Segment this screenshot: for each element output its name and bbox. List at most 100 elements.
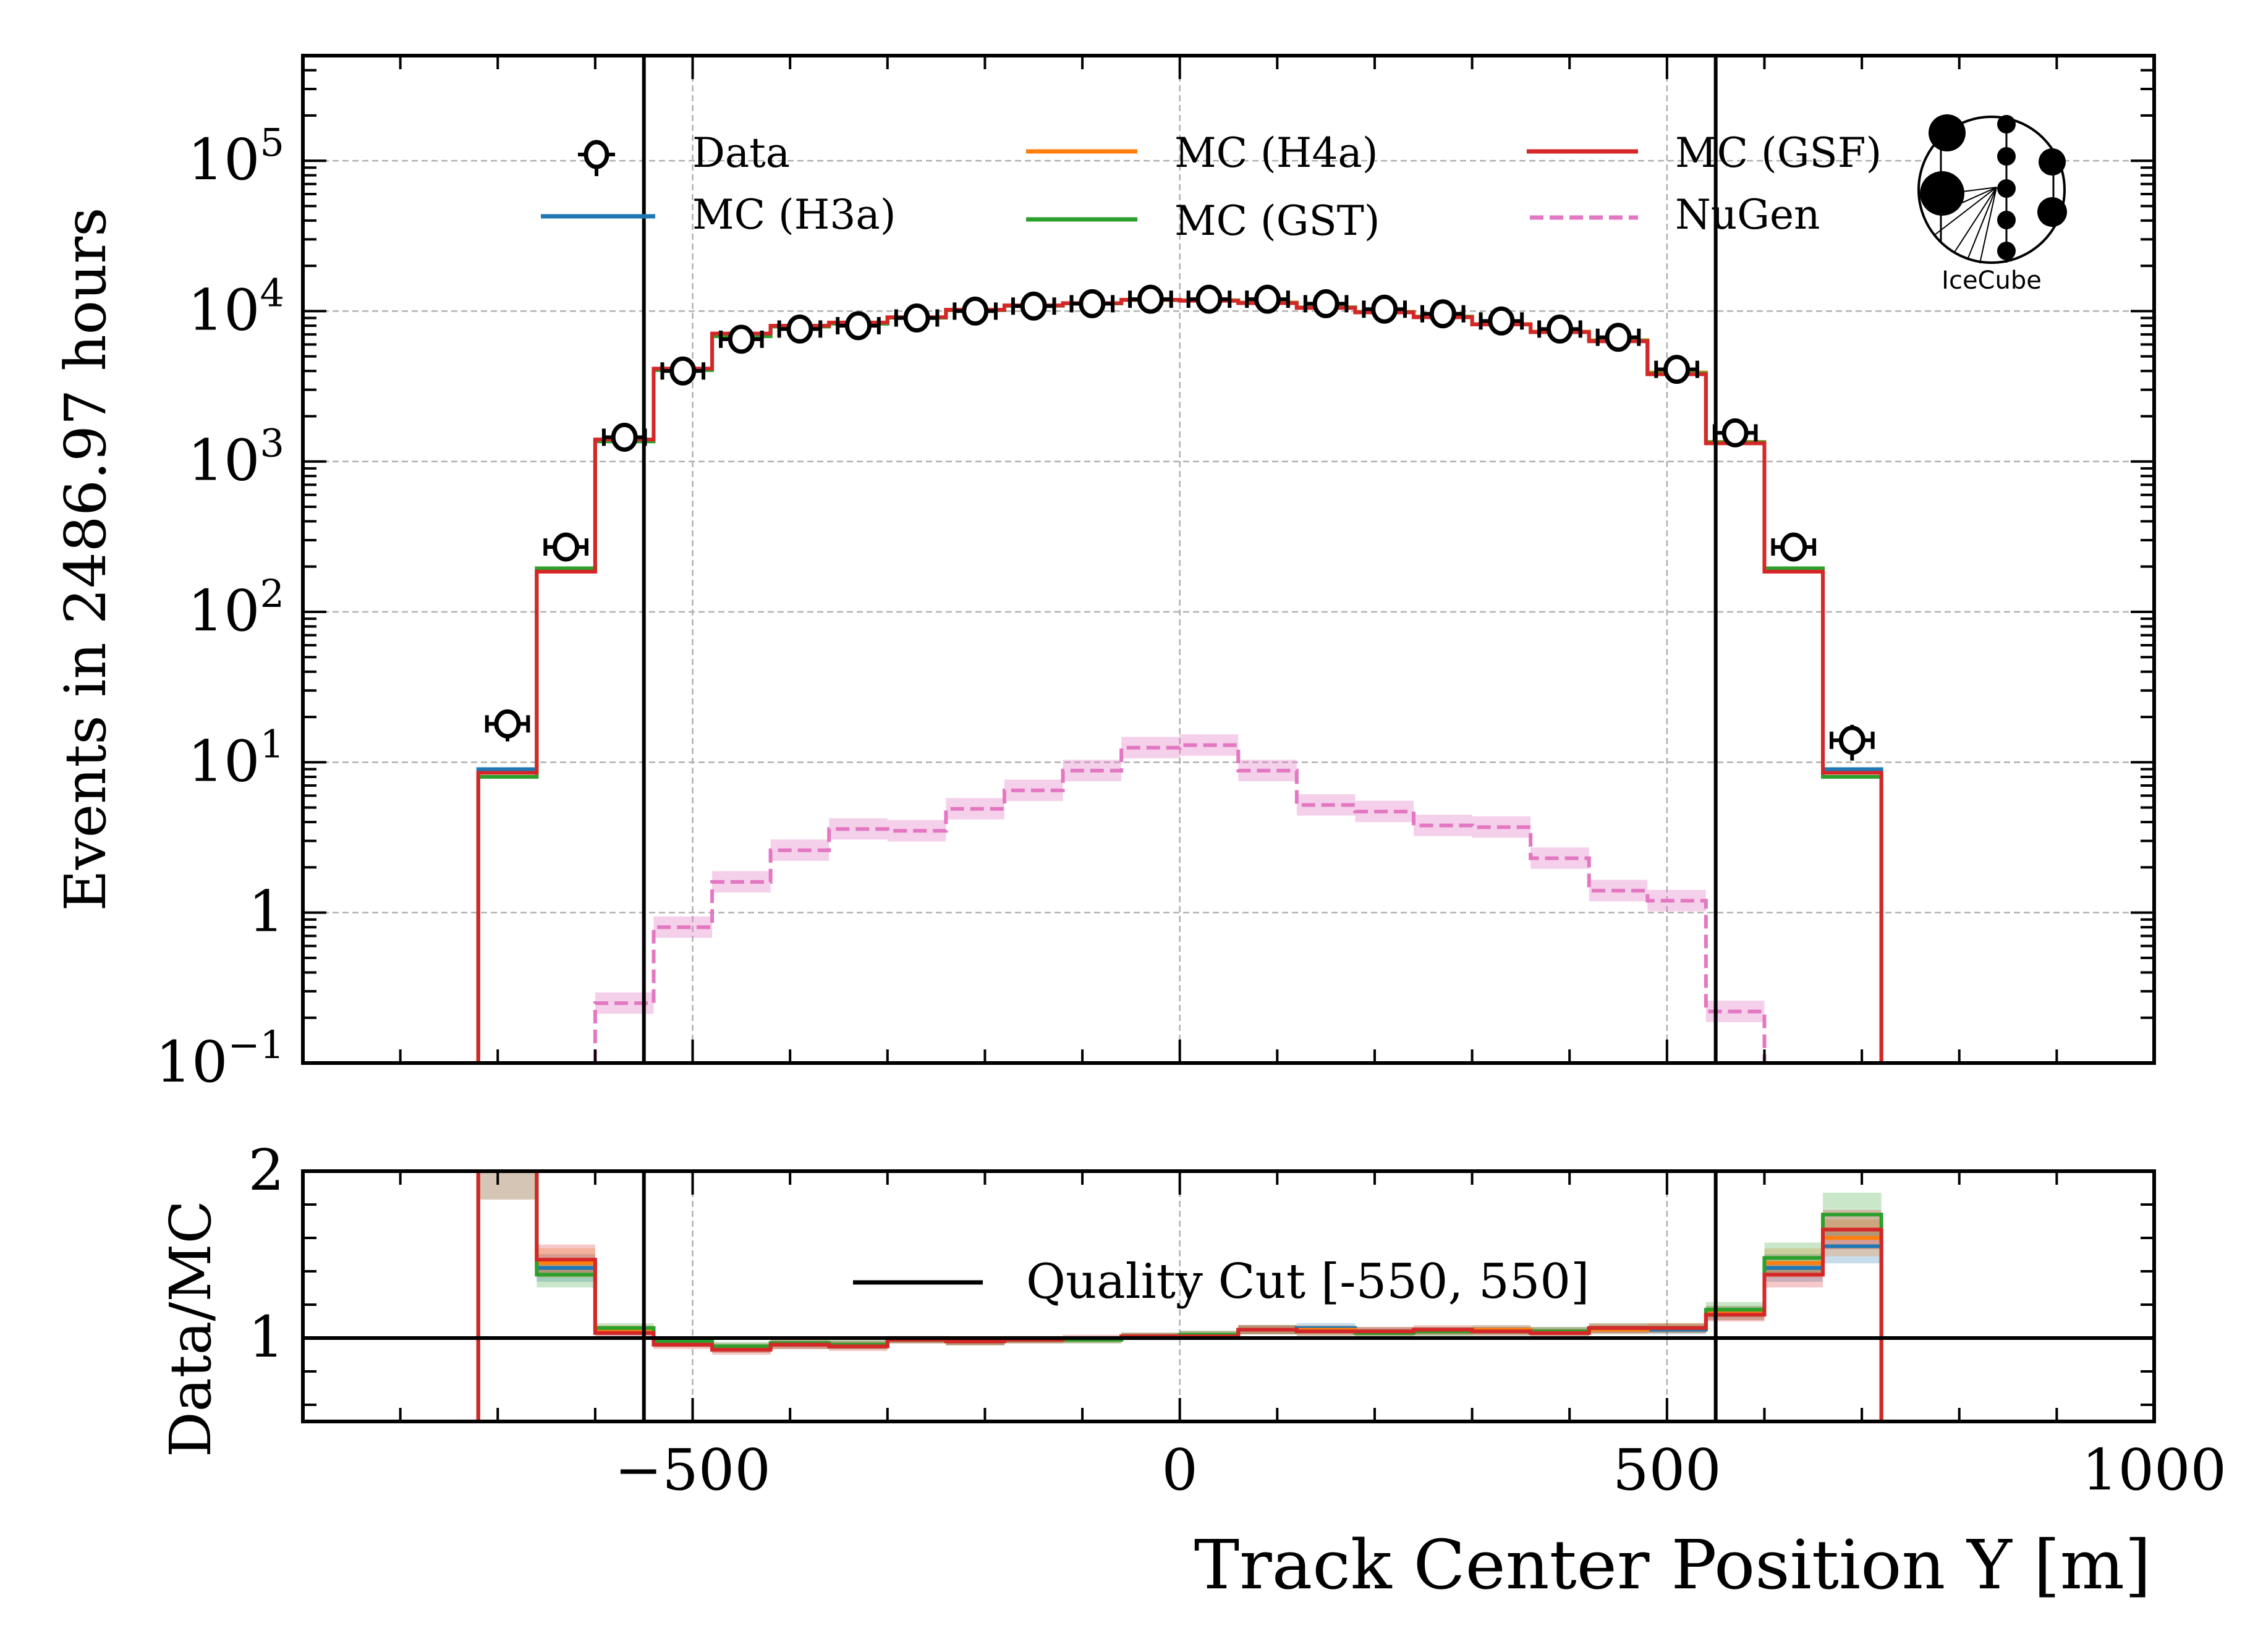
data-marker xyxy=(1663,355,1691,384)
x-tick-label: 1000 xyxy=(2082,1437,2226,1503)
data-point xyxy=(485,709,530,742)
data-marker xyxy=(1020,291,1047,321)
ratio-legend: Quality Cut [-550, 550] xyxy=(853,1254,1589,1310)
data-point xyxy=(1303,289,1349,318)
data-marker xyxy=(1721,418,1749,447)
ticks xyxy=(303,54,2155,1421)
data-point xyxy=(543,532,588,562)
legend-label-h4a: MC (H4a) xyxy=(1174,129,1378,177)
legend-entry-nugen: NuGen xyxy=(1530,191,1820,239)
data-marker xyxy=(1488,306,1515,336)
legend-label-gst: MC (GST) xyxy=(1174,197,1380,245)
data-point xyxy=(1362,294,1407,324)
logo-dom xyxy=(1997,115,2016,133)
legend-data-marker xyxy=(584,140,609,169)
data-marker xyxy=(1838,726,1865,755)
data-marker xyxy=(553,532,580,562)
x-axis-label: Track Center Position Y [m] xyxy=(1194,1525,2151,1604)
legend-label-nugen: NuGen xyxy=(1675,191,1820,239)
data-marker xyxy=(669,356,697,386)
data-marker xyxy=(903,303,930,333)
data-point xyxy=(836,311,881,341)
legend-entry-gst: MC (GST) xyxy=(1026,197,1380,245)
legend-entry-h3a: MC (H3a) xyxy=(541,191,896,239)
data-point xyxy=(1537,314,1582,344)
logo-dom xyxy=(1920,171,1964,216)
data-point xyxy=(719,324,764,354)
logo-dom xyxy=(2039,148,2066,176)
data-marker xyxy=(611,422,638,452)
nugen-band-bin xyxy=(1647,889,1706,912)
data-marker xyxy=(1195,284,1223,314)
logo-dom xyxy=(1997,211,2016,229)
data-marker xyxy=(845,311,872,341)
data-point xyxy=(1128,284,1173,314)
legend-entry-data: Data xyxy=(578,129,790,177)
y-tick-label: 102 xyxy=(187,571,284,644)
y-tick-label: 101 xyxy=(187,721,284,794)
logo-text: IceCube xyxy=(1942,266,2042,295)
data-marker xyxy=(1780,532,1807,562)
quality-cut-lines xyxy=(642,56,1718,1421)
data-marker xyxy=(1546,314,1573,344)
main-gridlines xyxy=(303,56,2154,1064)
data-marker xyxy=(1079,289,1106,318)
legend-label-gsf: MC (GSF) xyxy=(1675,129,1882,177)
data-point xyxy=(601,422,647,452)
logo-dom xyxy=(2037,197,2067,227)
data-marker xyxy=(494,709,521,739)
data-point xyxy=(1830,724,1875,761)
data-point xyxy=(1420,299,1466,329)
y-tick-label: 105 xyxy=(187,120,284,193)
data-point xyxy=(1654,355,1699,384)
main-frame xyxy=(301,54,2156,1065)
data-marker xyxy=(1605,323,1632,352)
ratio-series xyxy=(303,1169,2154,1421)
data-marker xyxy=(1371,294,1398,324)
series-nugen xyxy=(593,743,1767,1063)
nugen-band-bin xyxy=(1530,847,1589,869)
tick-labels: 10−1 1 101 102 103 104 105 1 2 −500 0 500 1000 xyxy=(156,120,2227,1503)
data-point xyxy=(1595,323,1641,352)
y-tick-label: 1 xyxy=(248,879,284,945)
y-tick-label: 103 xyxy=(187,421,284,494)
legend-label-data: Data xyxy=(692,129,790,177)
data-marker xyxy=(1254,284,1281,314)
x-tick-label: 500 xyxy=(1613,1437,1721,1503)
data-marker xyxy=(728,324,755,354)
ratio-y-axis-label: Data/MC xyxy=(158,1200,224,1457)
data-marker xyxy=(1137,284,1164,314)
data-point xyxy=(894,303,940,333)
x-tick-label: 0 xyxy=(1161,1437,1198,1503)
legend-entry-h4a: MC (H4a) xyxy=(1026,129,1378,177)
data-marker xyxy=(1429,299,1456,329)
ratio-y-tick-label: 2 xyxy=(248,1137,284,1203)
main-series xyxy=(476,298,1883,1063)
legend-label-quality-cut: Quality Cut [-550, 550] xyxy=(1026,1254,1589,1310)
data-point xyxy=(660,356,706,386)
data-point xyxy=(1069,289,1115,318)
series-mc-gsf- xyxy=(476,298,1883,1063)
logo-dom xyxy=(1997,147,2016,166)
data-point xyxy=(1771,532,1817,562)
data-point xyxy=(1245,284,1290,314)
logo-rays xyxy=(1934,187,1997,264)
legend-label-h3a: MC (H3a) xyxy=(692,191,896,239)
data-point xyxy=(1186,284,1232,314)
y-tick-label: 10−1 xyxy=(156,1022,284,1095)
data-point xyxy=(1479,306,1524,336)
y-tick-label: 104 xyxy=(187,270,284,343)
data-points xyxy=(485,284,1875,761)
ratio-frame xyxy=(301,1169,2156,1423)
data-point xyxy=(953,296,998,326)
ratio-y-tick-label: 1 xyxy=(248,1304,284,1370)
logo-dom xyxy=(1929,114,1966,151)
data-marker xyxy=(962,296,989,326)
data-point xyxy=(777,314,823,344)
legend: Data MC (H3a) MC (H4a) MC (GST) MC (GSF)… xyxy=(541,129,1882,245)
y-axis-label: Events in 2486.97 hours xyxy=(53,208,119,912)
data-marker xyxy=(786,314,813,344)
data-marker xyxy=(1312,289,1339,318)
